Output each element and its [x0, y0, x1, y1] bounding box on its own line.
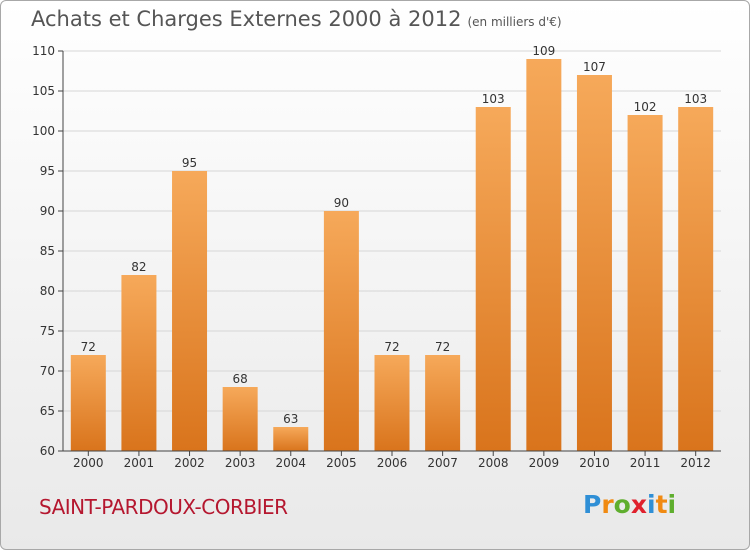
bar — [627, 115, 663, 451]
y-tick-label: 80 — [40, 284, 55, 298]
x-tick-label: 2000 — [73, 456, 104, 470]
data-label: 72 — [384, 340, 399, 354]
data-label: 72 — [435, 340, 450, 354]
bars: 72 82 95 68 63 90 72 72 103 109 107 102 103 — [70, 44, 714, 451]
logo-letter: i — [647, 490, 656, 519]
commune-name: SAINT-PARDOUX-CORBIER — [39, 495, 288, 519]
x-tick-label: 2008 — [478, 456, 509, 470]
data-label: 103 — [482, 92, 505, 106]
data-label: 68 — [233, 372, 248, 386]
x-tick-label: 2009 — [529, 456, 560, 470]
bar — [576, 75, 612, 451]
bar — [374, 355, 410, 451]
logo-letter: i — [667, 490, 677, 519]
bar — [70, 355, 106, 451]
data-label: 102 — [634, 100, 657, 114]
logo-letter: t — [655, 490, 668, 519]
bar — [172, 171, 208, 451]
bar — [526, 59, 562, 451]
x-tick-label: 2006 — [377, 456, 408, 470]
y-tick-label: 75 — [40, 324, 55, 338]
logo-letter: x — [630, 490, 647, 519]
x-tick-label: 2001 — [124, 456, 155, 470]
bar — [323, 211, 359, 451]
y-tick-label: 90 — [40, 204, 55, 218]
logo-letter: r — [601, 490, 614, 519]
proxiti-logo[interactable]: Proxiti — [583, 490, 676, 519]
y-tick-label: 70 — [40, 364, 55, 378]
bar — [121, 275, 157, 451]
x-tick-label: 2003 — [225, 456, 256, 470]
y-tick-label: 95 — [40, 164, 55, 178]
chart-title: Achats et Charges Externes 2000 à 2012 (e… — [31, 7, 562, 31]
logo-letter: P — [583, 490, 602, 519]
chart-title-text: Achats et Charges Externes 2000 à 2012 — [31, 7, 462, 31]
chart-subtitle: (en milliers d'€) — [467, 15, 562, 29]
logo-letter: o — [613, 490, 631, 519]
data-label: 95 — [182, 156, 197, 170]
x-tick-label: 2010 — [579, 456, 610, 470]
bar — [273, 427, 309, 451]
axes: 60 65 70 75 80 85 90 95 100 105 110 2000 2001 2002 200… — [32, 44, 721, 470]
data-label: 72 — [81, 340, 96, 354]
y-tick-label: 85 — [40, 244, 55, 258]
bar — [678, 107, 714, 451]
bar — [475, 107, 511, 451]
x-tick-label: 2012 — [680, 456, 711, 470]
bar — [425, 355, 461, 451]
data-label: 109 — [532, 44, 555, 58]
data-label: 103 — [684, 92, 707, 106]
x-tick-label: 2002 — [174, 456, 205, 470]
x-tick-label: 2007 — [427, 456, 458, 470]
bar — [222, 387, 258, 451]
y-tick-label: 100 — [32, 124, 55, 138]
x-tick-label: 2004 — [275, 456, 306, 470]
x-tick-label: 2005 — [326, 456, 357, 470]
x-tick-label: 2011 — [630, 456, 661, 470]
data-label: 107 — [583, 60, 606, 74]
data-label: 90 — [334, 196, 349, 210]
data-label: 63 — [283, 412, 298, 426]
y-tick-label: 110 — [32, 44, 55, 58]
y-tick-label: 65 — [40, 404, 55, 418]
y-tick-label: 60 — [40, 444, 55, 458]
data-label: 82 — [131, 260, 146, 274]
y-tick-label: 105 — [32, 84, 55, 98]
